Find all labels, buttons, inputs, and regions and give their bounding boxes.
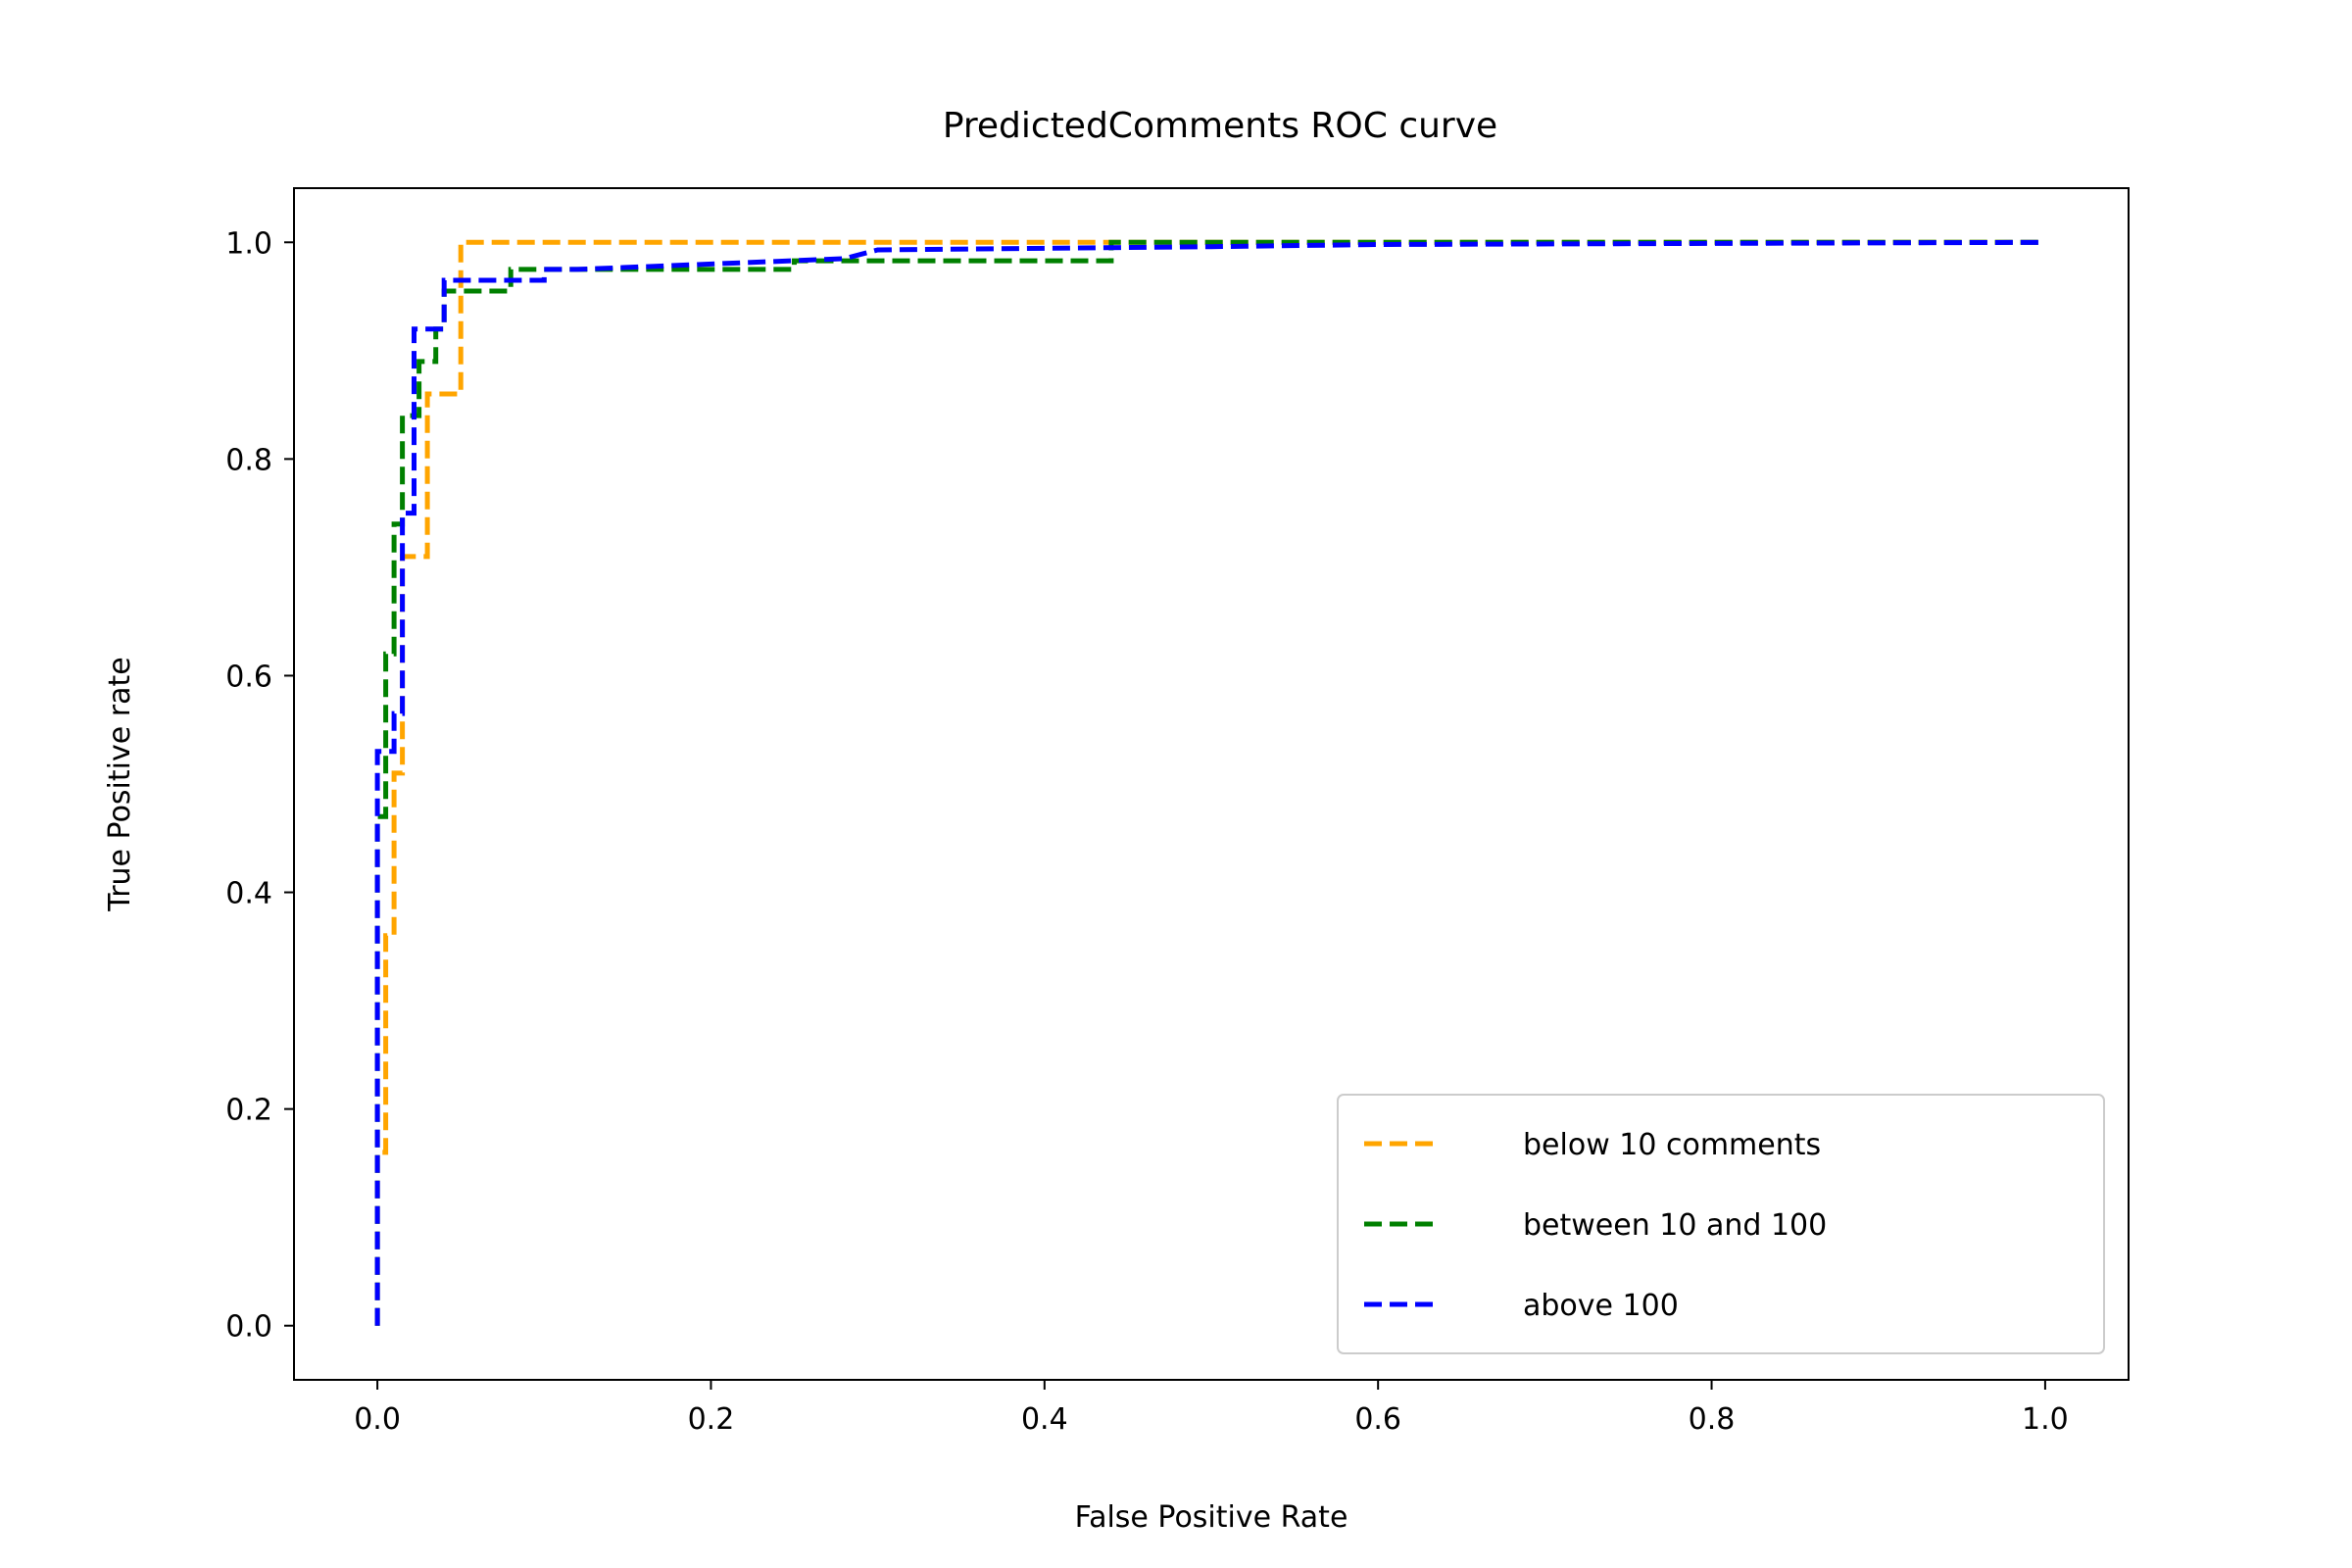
y-tick-label-2: 0.4 (225, 877, 272, 911)
legend: below 10 comments between 10 and 100 above… (1337, 1094, 2105, 1354)
plot-frame (293, 187, 2130, 1381)
series-lines (374, 239, 2045, 1326)
y-tick-label-0: 0.0 (225, 1310, 272, 1345)
y-axis-title: True Positive rate (103, 657, 137, 911)
x-tick-label-2: 0.4 (1021, 1402, 1068, 1437)
y-tick-label-5: 1.0 (225, 226, 272, 261)
x-tick-label-0: 0.0 (354, 1402, 401, 1437)
x-axis-title: False Positive Rate (1075, 1500, 1348, 1535)
legend-label-2: above 100 (1523, 1289, 1679, 1323)
y-tick-label-1: 0.2 (225, 1094, 272, 1128)
x-tick-label-4: 0.8 (1689, 1402, 1736, 1437)
series-line-2 (374, 239, 2045, 1326)
x-tick-label-3: 0.6 (1354, 1402, 1401, 1437)
legend-box (1337, 1094, 2105, 1354)
legend-label-0: below 10 comments (1523, 1128, 1821, 1162)
x-tick-label-5: 1.0 (2022, 1402, 2069, 1437)
chart-title: PredictedComments ROC curve (943, 106, 1497, 146)
x-axis-ticks: 0.0 0.2 0.4 0.6 0.8 1.0 (354, 1380, 2069, 1437)
x-tick-label-1: 0.2 (688, 1402, 735, 1437)
legend-label-1: between 10 and 100 (1523, 1208, 1827, 1243)
y-axis-ticks: 0.0 0.2 0.4 0.6 0.8 1.0 (225, 226, 294, 1345)
y-tick-label-3: 0.6 (225, 660, 272, 694)
y-tick-label-4: 0.8 (225, 443, 272, 477)
series-line-1 (374, 239, 2045, 1326)
series-line-0 (374, 239, 2045, 1326)
